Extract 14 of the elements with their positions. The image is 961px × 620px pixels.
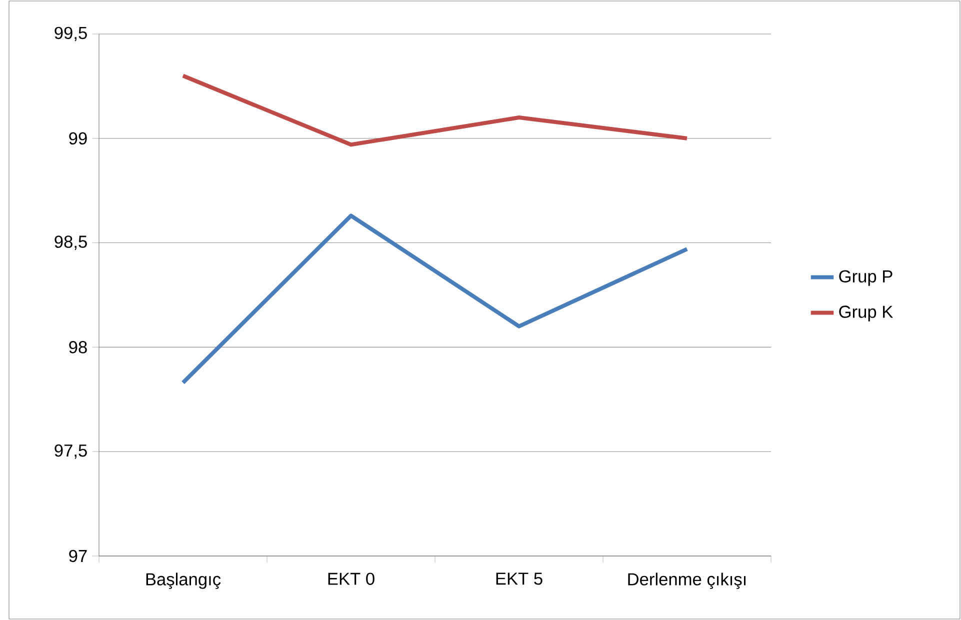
y-tick-label: 97,5 (54, 444, 87, 459)
y-tick-label: 98,5 (54, 236, 87, 250)
x-tick-label: EKT 0 (328, 572, 374, 585)
y-tick-label: 99,5 (54, 26, 87, 42)
x-tick-label: Başlangıç (146, 572, 221, 589)
x-tick-label: EKT 5 (496, 572, 542, 585)
y-tick-label: 97 (69, 550, 87, 562)
line-series (181, 74, 689, 147)
line-series (181, 214, 689, 385)
x-tick-label: Derlenme çıkışı (628, 572, 746, 589)
legend-label: Grup P (839, 270, 892, 286)
legend-label: Grup K (839, 306, 894, 322)
y-tick-label: 99 (69, 132, 87, 145)
y-tick-label: 98 (69, 341, 87, 354)
